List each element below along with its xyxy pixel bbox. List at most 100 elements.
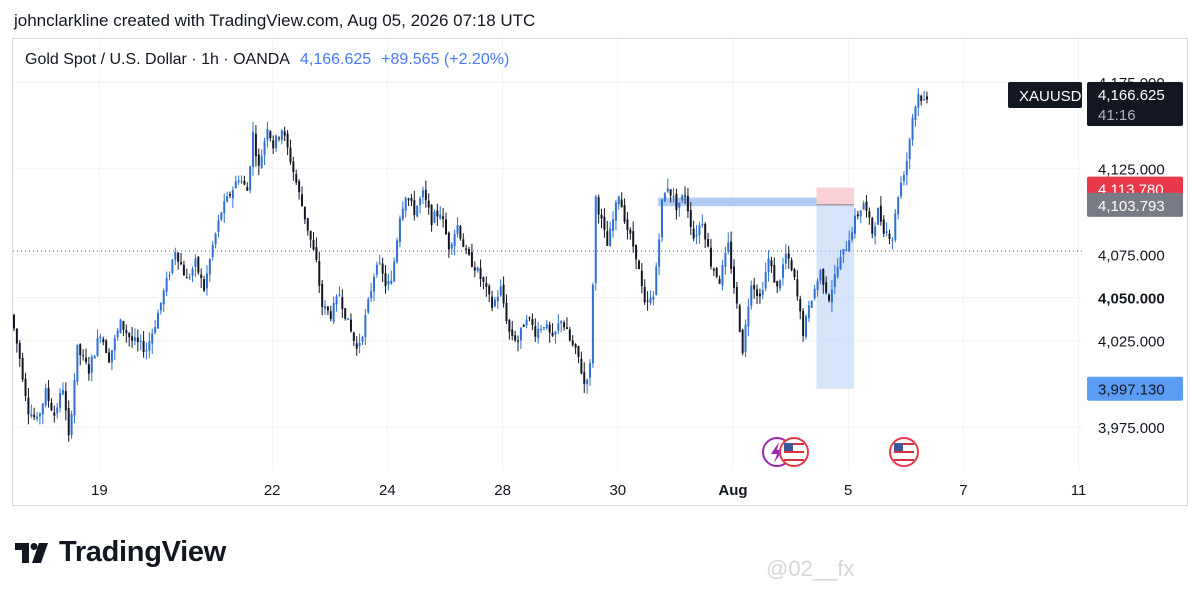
candle-body [30,414,33,417]
candle-body [13,314,15,329]
symbol-tag-bg [1008,82,1082,108]
candle-body [324,306,327,309]
candle-body [456,225,459,234]
price-tick-label: 3,975.000 [1098,420,1165,437]
candle-body [637,260,640,270]
candle-body [793,269,796,278]
stop-loss-zone[interactable] [816,187,854,205]
candle-body [686,195,689,212]
time-tick-label: 22 [264,482,281,499]
candle-body [813,288,816,299]
position-tool[interactable] [658,187,854,389]
candle-body [548,324,551,333]
candle-body [358,342,361,347]
chart-frame[interactable] [12,38,1188,506]
candle-body [580,358,583,374]
candle-body [200,274,203,279]
candle-body [724,252,727,267]
candle-body [819,270,822,281]
candle-body [859,210,862,217]
candle-body [617,197,620,205]
flag-stripe [784,459,804,461]
candle-body [758,293,761,297]
candle-body [15,328,18,344]
take-profit-zone[interactable] [816,204,854,389]
last-price-tag: 4,166.625 [1098,87,1165,104]
entry-price-tag: 4,103.793 [1098,198,1165,215]
price-labels: XAUUSD 4,166.62541:164,113.7804,103.7933,… [1008,82,1183,401]
candle-body [295,173,298,183]
candle-body [626,219,629,230]
candle-body [522,325,525,327]
candle-body [779,280,782,289]
brand-name: TradingView [59,536,226,568]
candle-body [672,196,675,198]
us-flag-icon[interactable] [889,437,919,467]
flag-stripe [784,447,804,449]
time-tick-label: 30 [609,482,626,499]
candle-body [410,198,413,201]
candle-body [868,211,871,218]
flag-stripe [894,455,914,457]
us-flag-icon[interactable] [779,437,809,467]
candle-body [709,247,712,267]
candle-body [491,296,494,308]
candle-body [796,279,799,297]
candle-body [416,205,419,217]
price-tick-label: 4,050.000 [1098,291,1165,308]
candle-body [56,407,59,414]
candle-body [632,231,635,247]
candle-body [519,327,522,341]
candle-body [554,331,557,335]
resistance-band[interactable] [658,197,817,207]
candle-body [574,344,577,348]
candle-body [44,388,47,406]
candle-body [773,265,776,283]
candle-body [652,296,655,300]
price-change: +89.565 (+2.20%) [381,51,510,68]
candle-body [597,197,600,215]
time-tick-label: 11 [1071,482,1087,499]
candle-body [862,203,865,210]
symbol-legend[interactable]: Gold Spot / U.S. Dollar · 1h · OANDA 4,1… [25,51,509,69]
candle-body [421,190,424,198]
candle-body [842,249,845,255]
candle-body [165,277,168,292]
symbol-tag: XAUUSD [1019,88,1082,105]
price-axis[interactable]: 3,975.000 4,025.000 4,050.000 4,075.000 4,12… [1098,75,1165,437]
candle-body [301,194,303,207]
candle-body [920,95,923,102]
candle-body [620,199,623,208]
candle-body [704,223,707,240]
candle-body [701,223,704,226]
candle-body [338,295,341,297]
candle-body [116,330,119,338]
time-axis[interactable]: 19 22 24 28 30 Aug 5 7 11 [91,482,1086,499]
economic-events[interactable] [762,437,919,467]
tradingview-logo[interactable]: TradingView [15,536,226,569]
candle-body [148,341,151,351]
candle-body [419,198,422,206]
candle-body [96,338,99,356]
candle-body [502,284,505,304]
candle-body [499,286,502,296]
candle-body [266,128,269,141]
candle-body [373,276,375,292]
candle-body [649,297,652,303]
candle-body [82,355,85,357]
candle-body [885,231,888,233]
candle-body [260,155,263,169]
candle-body [750,285,753,306]
candle-body [390,280,393,284]
candle-body [367,299,370,313]
candle-body [695,234,698,237]
candle-body [594,196,597,283]
candle-body [229,194,231,196]
candle-body [689,210,692,227]
candle-body [226,196,229,202]
candle-body [70,414,73,435]
candle-body [531,319,534,326]
candle-body [891,239,894,241]
candle-body [923,98,926,100]
